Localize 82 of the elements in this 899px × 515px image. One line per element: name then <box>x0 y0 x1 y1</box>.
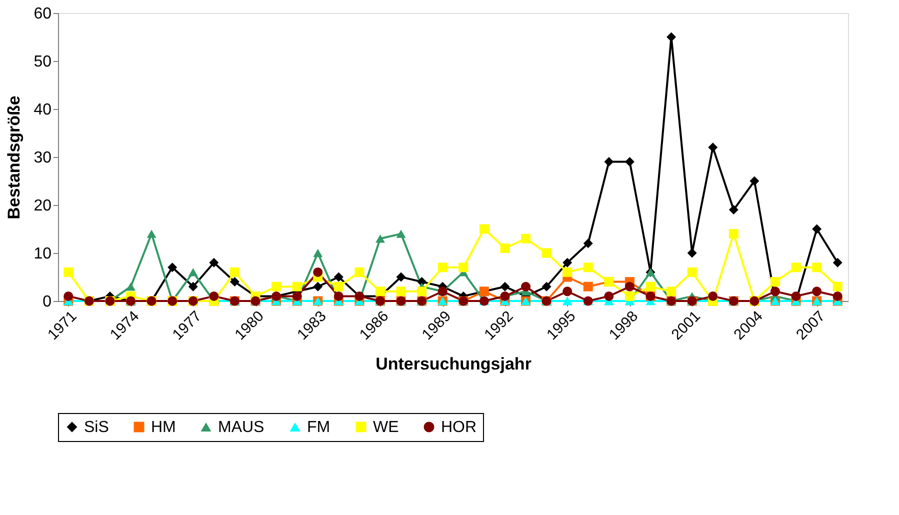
point <box>438 262 448 272</box>
point <box>188 268 198 276</box>
point <box>64 267 74 277</box>
point <box>209 258 219 268</box>
legend-label: SiS <box>84 419 109 436</box>
y-tick-label: 60 <box>34 6 52 22</box>
point <box>272 282 282 292</box>
point <box>313 267 323 277</box>
point <box>334 282 344 292</box>
point <box>583 262 593 272</box>
point <box>313 248 323 258</box>
point <box>624 291 634 301</box>
legend-label: WE <box>373 419 399 436</box>
legend-label: HOR <box>441 419 477 436</box>
y-tick-label: 20 <box>34 198 52 214</box>
point <box>168 262 178 272</box>
point <box>604 291 614 301</box>
point <box>624 157 634 167</box>
point <box>354 267 364 277</box>
point <box>375 286 385 296</box>
point <box>728 205 738 215</box>
point <box>292 282 302 292</box>
point <box>750 176 760 186</box>
point <box>230 277 240 287</box>
point <box>562 258 572 268</box>
point <box>791 262 801 272</box>
point <box>604 157 614 167</box>
point <box>562 267 572 277</box>
point <box>832 258 842 268</box>
point <box>417 286 427 296</box>
point <box>334 272 344 282</box>
point <box>708 291 718 301</box>
point <box>791 291 801 301</box>
x-axis-title: Untersuchungsjahr <box>376 354 532 374</box>
point <box>542 248 552 258</box>
point <box>562 286 572 296</box>
point <box>396 230 406 238</box>
point <box>292 291 302 301</box>
point <box>458 262 468 272</box>
point <box>396 286 406 296</box>
point <box>624 282 634 292</box>
y-tick-label: 40 <box>34 102 52 118</box>
point <box>500 282 510 292</box>
point <box>708 142 718 152</box>
point <box>334 291 344 301</box>
point <box>230 267 240 277</box>
point <box>188 282 198 292</box>
point <box>666 286 676 296</box>
point <box>542 282 552 292</box>
y-tick-label: 50 <box>34 54 52 70</box>
point <box>687 248 697 258</box>
point <box>666 32 676 42</box>
point <box>479 224 489 234</box>
legend-label: MAUS <box>218 419 264 436</box>
point <box>375 234 385 243</box>
point <box>687 267 697 277</box>
point <box>313 282 323 292</box>
point <box>646 282 656 292</box>
point <box>521 234 531 244</box>
legend-label: FM <box>307 419 330 436</box>
point <box>126 282 136 291</box>
y-tick-label: 0 <box>42 294 52 310</box>
point <box>146 230 156 238</box>
point <box>770 286 780 296</box>
point <box>521 282 531 292</box>
y-tick-label: 10 <box>34 246 52 262</box>
point <box>64 291 74 301</box>
point <box>396 272 406 282</box>
point <box>209 291 219 301</box>
point <box>832 291 842 301</box>
y-tick-label: 30 <box>34 150 52 166</box>
point <box>812 262 822 272</box>
point <box>812 224 822 234</box>
legend-label: HM <box>151 419 176 436</box>
point <box>832 282 842 292</box>
point <box>583 238 593 248</box>
y-axis-title: Bestandsgröße <box>4 96 24 220</box>
point <box>583 282 593 292</box>
point <box>812 286 822 296</box>
point <box>728 229 738 239</box>
point <box>770 277 780 287</box>
point <box>500 243 510 253</box>
